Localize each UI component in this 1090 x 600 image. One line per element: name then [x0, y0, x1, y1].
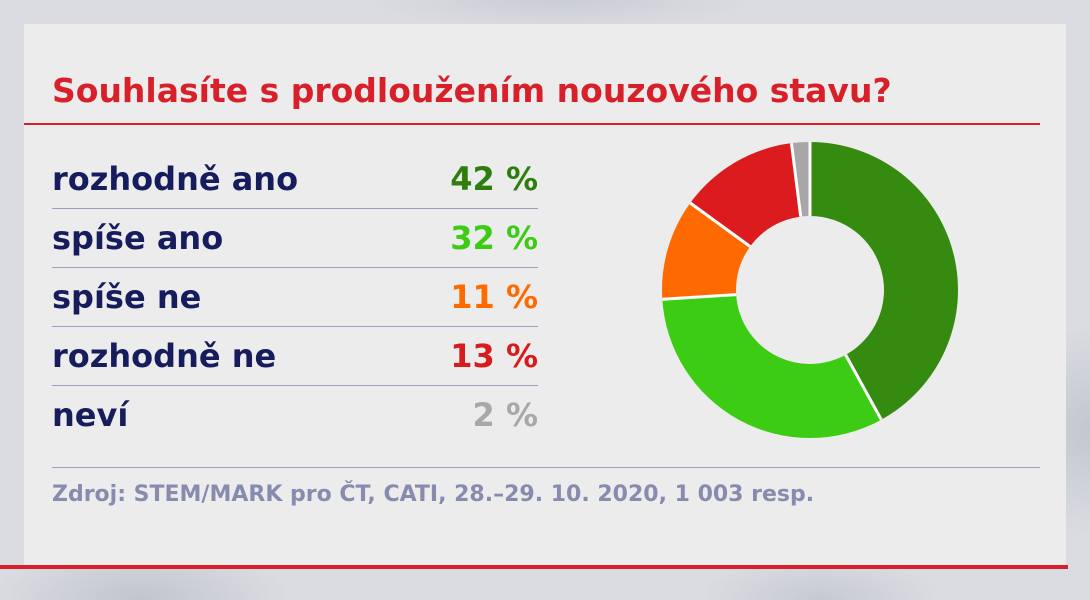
donut-slice-spise-ne: [662, 203, 751, 300]
legend-value: 11 %: [450, 278, 538, 316]
legend-label: rozhodně ne: [52, 337, 277, 375]
legend-row-rozhodne-ne: rozhodně ne 13 %: [52, 327, 538, 386]
donut-separator: [689, 201, 752, 248]
legend-label: spíše ne: [52, 278, 202, 316]
legend-label: neví: [52, 396, 129, 434]
legend-row-nevi: neví 2 %: [52, 386, 538, 444]
donut-separator: [844, 354, 883, 421]
legend-row-spise-ano: spíše ano 32 %: [52, 209, 538, 268]
title-underline: [24, 123, 1040, 125]
donut-slice-rozhodne-ano: [810, 142, 959, 420]
poll-panel: Souhlasíte s prodloužením nouzového stav…: [24, 24, 1066, 565]
legend-value: 32 %: [450, 219, 538, 257]
legend-value: 2 %: [472, 396, 538, 434]
donut-slice-spise-ano: [662, 294, 882, 438]
donut-separator: [662, 293, 737, 301]
results-legend: rozhodně ano 42 % spíše ano 32 % spíše n…: [52, 150, 538, 444]
source-note: Zdroj: STEM/MARK pro ČT, CATI, 28.–29. 1…: [52, 482, 815, 507]
legend-row-rozhodne-ano: rozhodně ano 42 %: [52, 150, 538, 209]
legend-label: rozhodně ano: [52, 160, 299, 198]
legend-row-spise-ne: spíše ne 11 %: [52, 268, 538, 327]
donut-chart: [662, 142, 959, 438]
donut-slice-nevi: [791, 142, 810, 217]
legend-value: 42 %: [450, 160, 538, 198]
source-divider: [52, 467, 1040, 468]
legend-label: spíše ano: [52, 219, 224, 257]
legend-value: 13 %: [450, 337, 538, 375]
chart-title: Souhlasíte s prodloužením nouzového stav…: [52, 71, 892, 110]
donut-slice-rozhodne-ne: [690, 143, 801, 247]
bottom-red-bar: [0, 565, 1068, 569]
donut-separator: [789, 142, 803, 217]
